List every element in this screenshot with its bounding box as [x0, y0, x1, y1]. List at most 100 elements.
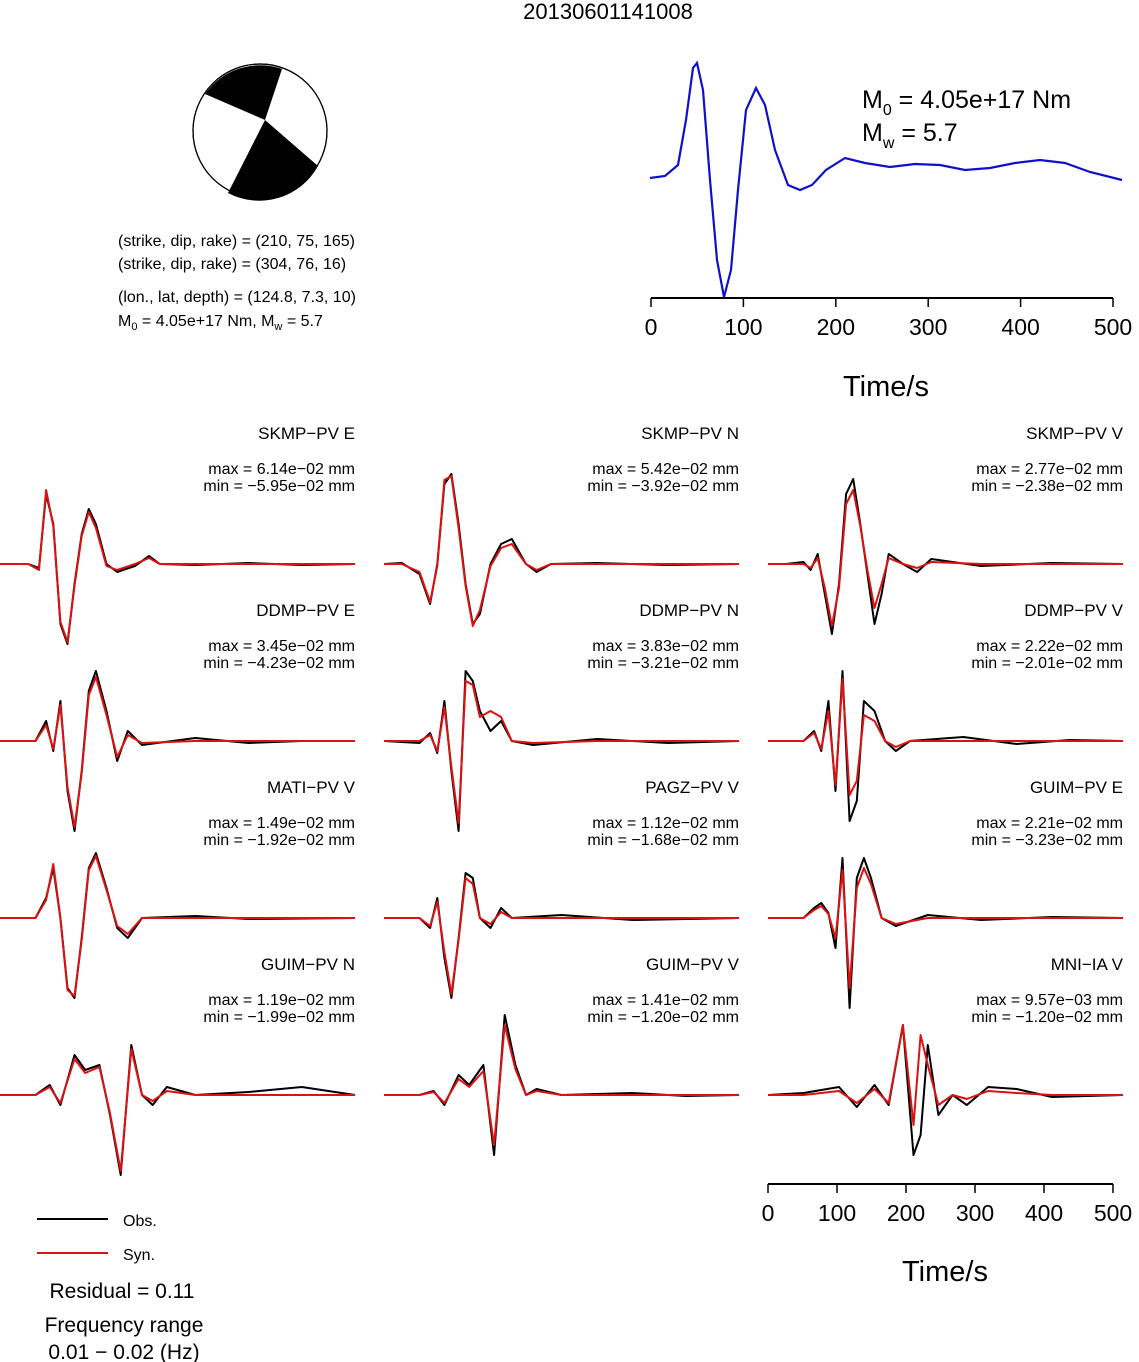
station-max: max = 3.45e−02 mm	[208, 638, 355, 655]
synthetic-trace	[768, 678, 1123, 796]
station-min: min = −1.20e−02 mm	[971, 1009, 1123, 1026]
station-min: min = −5.95e−02 mm	[203, 478, 355, 495]
station-min: min = −3.23e−02 mm	[971, 832, 1123, 849]
synthetic-trace	[0, 855, 355, 997]
station-name: SKMP−PV V	[1026, 424, 1124, 443]
moment-magnitude-text: M0 = 4.05e+17 Nm, Mw = 5.7	[118, 313, 323, 333]
legend-obs-label: Obs.	[123, 1213, 157, 1230]
station-min: min = −2.01e−02 mm	[971, 655, 1123, 672]
station-name: DDMP−PV V	[1024, 601, 1123, 620]
frequency-range-title: Frequency range	[45, 1314, 204, 1337]
station-max: max = 1.19e−02 mm	[208, 992, 355, 1009]
station-name: GUIM−PV V	[646, 955, 740, 974]
station-max: max = 1.49e−02 mm	[208, 815, 355, 832]
stf-mw-label: Mw = 5.7	[862, 119, 958, 152]
stf-axis-tick-label: 400	[1001, 314, 1039, 340]
station-min: min = −3.21e−02 mm	[587, 655, 739, 672]
station-name: SKMP−PV N	[641, 424, 739, 443]
stf-x-axis-label: Time/s	[843, 371, 929, 403]
observed-trace	[0, 493, 356, 645]
station-name: GUIM−PV E	[1030, 778, 1123, 797]
wave-axis-tick-label: 400	[1025, 1200, 1063, 1226]
hypocenter-text: (lon., lat, depth) = (124.8, 7.3, 10)	[118, 289, 356, 306]
focal-mechanism-beachball	[192, 63, 328, 201]
station-name: PAGZ−PV V	[645, 778, 739, 797]
wave-axis-tick-label: 0	[762, 1200, 775, 1226]
station-max: max = 2.77e−02 mm	[976, 461, 1123, 478]
observed-trace	[0, 1044, 356, 1176]
synthetic-trace	[768, 489, 1123, 627]
synthetic-trace	[384, 877, 739, 995]
station-min: min = −1.68e−02 mm	[587, 832, 739, 849]
waveform-x-axis-label: Time/s	[902, 1256, 988, 1288]
station-max: max = 1.12e−02 mm	[592, 815, 739, 832]
observed-trace	[768, 857, 1124, 1009]
nodal-plane-2: (strike, dip, rake) = (304, 76, 16)	[118, 256, 346, 273]
synthetic-trace	[0, 1048, 355, 1172]
station-name: DDMP−PV E	[256, 601, 355, 620]
frequency-range-value: 0.01 − 0.02 (Hz)	[48, 1341, 199, 1362]
synthetic-trace	[768, 867, 1123, 989]
station-max: max = 9.57e−03 mm	[976, 992, 1123, 1009]
synthetic-trace	[384, 1024, 739, 1146]
source-time-function: M0 = 4.05e+17 Nm Mw = 5.7 0 100 200 300 400 5…	[645, 60, 1132, 403]
observed-trace	[767, 1024, 1124, 1156]
legend: Obs. Syn.	[37, 1213, 157, 1264]
wave-axis-tick-label: 100	[818, 1200, 856, 1226]
station-max: max = 2.22e−02 mm	[976, 638, 1123, 655]
station-name: SKMP−PV E	[258, 424, 355, 443]
wave-axis-tick-label: 500	[1094, 1200, 1132, 1226]
station-min: min = −2.38e−02 mm	[971, 478, 1123, 495]
station-max: max = 1.41e−02 mm	[592, 992, 739, 1009]
stf-axis-tick-label: 500	[1094, 314, 1132, 340]
station-name: MATI−PV V	[267, 778, 356, 797]
stf-x-axis: 0 100 200 300 400 500	[645, 297, 1132, 340]
synthetic-trace	[0, 489, 355, 643]
synthetic-trace	[384, 680, 739, 824]
stf-curve	[649, 60, 1123, 298]
station-name: MNI−IA V	[1051, 955, 1124, 974]
stf-m0-label: M0 = 4.05e+17 Nm	[862, 86, 1071, 119]
station-max: max = 3.83e−02 mm	[592, 638, 739, 655]
residual-text: Residual = 0.11	[50, 1280, 195, 1303]
station-min: min = −4.23e−02 mm	[203, 655, 355, 672]
observed-trace	[384, 1014, 740, 1156]
station-name: GUIM−PV N	[261, 955, 355, 974]
nodal-plane-1: (strike, dip, rake) = (210, 75, 165)	[118, 233, 355, 250]
figure-title: 20130601141008	[523, 0, 693, 24]
wave-axis-tick-label: 200	[887, 1200, 925, 1226]
station-max: max = 2.21e−02 mm	[976, 815, 1123, 832]
observed-trace	[0, 670, 355, 832]
observed-trace	[0, 852, 356, 999]
synthetic-trace	[768, 1024, 1123, 1126]
stf-axis-tick-label: 100	[724, 314, 762, 340]
stf-axis-tick-label: 200	[817, 314, 855, 340]
synthetic-trace	[0, 676, 355, 828]
wave-axis-tick-label: 300	[956, 1200, 994, 1226]
synthetic-trace	[384, 475, 739, 627]
stf-axis-tick-label: 0	[645, 314, 658, 340]
waveform-x-axis: 0 100 200 300 400 500	[762, 1183, 1132, 1226]
station-min: min = −1.99e−02 mm	[203, 1009, 355, 1026]
station-name: DDMP−PV N	[639, 601, 739, 620]
station-min: min = −1.92e−02 mm	[203, 832, 355, 849]
station-min: min = −3.92e−02 mm	[587, 478, 739, 495]
station-max: max = 5.42e−02 mm	[592, 461, 739, 478]
station-min: min = −1.20e−02 mm	[587, 1009, 739, 1026]
observed-trace	[384, 872, 740, 999]
stf-axis-tick-label: 300	[909, 314, 947, 340]
